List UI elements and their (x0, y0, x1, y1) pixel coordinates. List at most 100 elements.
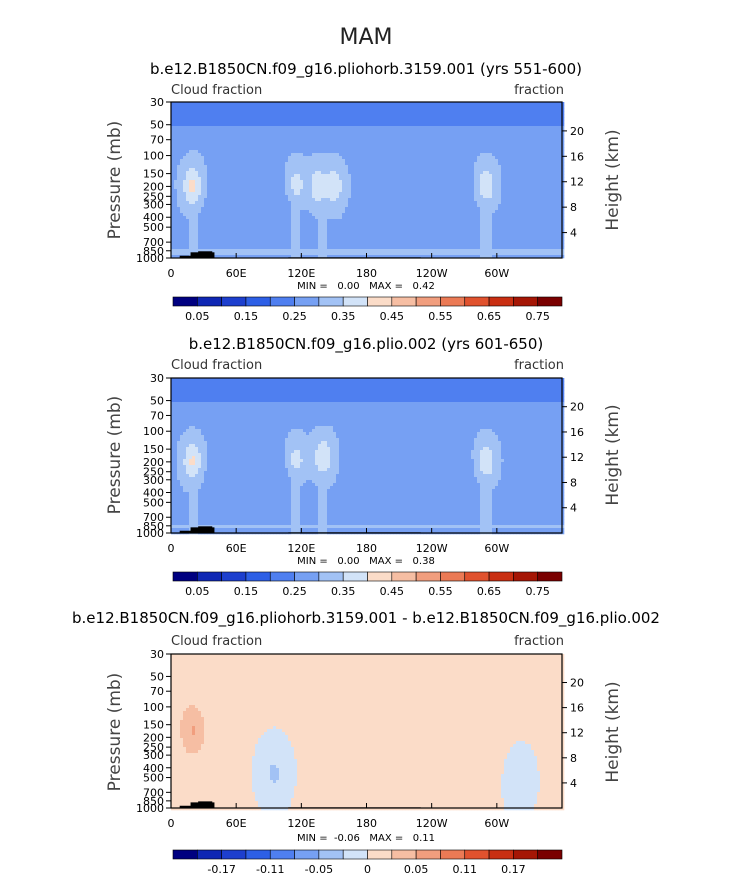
contour-cell (234, 168, 237, 171)
contour-cell (453, 201, 456, 204)
contour-cell (357, 156, 360, 159)
contour-cell (177, 162, 180, 165)
contour-cell (501, 114, 504, 117)
contour-cell (411, 183, 414, 186)
contour-cell (192, 210, 195, 213)
contour-cell (327, 105, 330, 108)
contour-cell (531, 174, 534, 177)
contour-cell (396, 108, 399, 111)
contour-cell (552, 204, 555, 207)
contour-cell (474, 210, 477, 213)
contour-cell (303, 114, 306, 117)
contour-cell (522, 186, 525, 189)
contour-cell (174, 132, 177, 135)
contour-cell (522, 207, 525, 210)
contour-cell (525, 108, 528, 111)
contour-cell (489, 165, 492, 168)
contour-cell (228, 198, 231, 201)
contour-cell (255, 129, 258, 132)
contour-cell (474, 135, 477, 138)
contour-cell (177, 186, 180, 189)
contour-cell (435, 108, 438, 111)
contour-cell (324, 171, 327, 174)
contour-cell (393, 186, 396, 189)
contour-cell (483, 198, 486, 201)
contour-cell (363, 150, 366, 153)
contour-cell (378, 177, 381, 180)
contour-cell (321, 195, 324, 198)
contour-cell (423, 141, 426, 144)
contour-cell (411, 213, 414, 216)
contour-cell (375, 210, 378, 213)
contour-cell (285, 180, 288, 183)
contour-cell (540, 174, 543, 177)
contour-cell (327, 183, 330, 186)
contour-cell (555, 177, 558, 180)
contour-cell (507, 132, 510, 135)
contour-cell (306, 189, 309, 192)
contour-cell (375, 132, 378, 135)
contour-cell (558, 174, 561, 177)
contour-cell (279, 183, 282, 186)
contour-cell (261, 201, 264, 204)
contour-cell (213, 195, 216, 198)
contour-cell (282, 108, 285, 111)
contour-cell (558, 168, 561, 171)
contour-cell (357, 174, 360, 177)
contour-cell (477, 171, 480, 174)
contour-cell (474, 213, 477, 216)
contour-cell (393, 183, 396, 186)
contour-cell (369, 117, 372, 120)
contour-cell (222, 120, 225, 123)
contour-cell (294, 192, 297, 195)
contour-cell (378, 201, 381, 204)
contour-cell (426, 180, 429, 183)
contour-cell (459, 105, 462, 108)
contour-cell (435, 171, 438, 174)
contour-cell (420, 123, 423, 126)
contour-cell (192, 126, 195, 129)
contour-cell (321, 114, 324, 117)
contour-cell (351, 138, 354, 141)
contour-cell (354, 117, 357, 120)
contour-cell (516, 153, 519, 156)
contour-cell (435, 165, 438, 168)
contour-cell (192, 108, 195, 111)
contour-cell (507, 135, 510, 138)
contour-cell (405, 186, 408, 189)
contour-cell (297, 210, 300, 213)
contour-cell (363, 186, 366, 189)
contour-cell (246, 189, 249, 192)
contour-cell (234, 117, 237, 120)
contour-cell (426, 171, 429, 174)
contour-cell (549, 120, 552, 123)
contour-cell (525, 156, 528, 159)
contour-cell (345, 168, 348, 171)
contour-cell (387, 189, 390, 192)
contour-cell (318, 198, 321, 201)
contour-cell (231, 156, 234, 159)
contour-cell (381, 147, 384, 150)
contour-cell (186, 210, 189, 213)
contour-cell (216, 141, 219, 144)
contour-cell (366, 210, 369, 213)
contour-cell (375, 126, 378, 129)
contour-cell (426, 117, 429, 120)
contour-cell (462, 183, 465, 186)
contour-cell (531, 147, 534, 150)
contour-cell (300, 192, 303, 195)
contour-cell (363, 114, 366, 117)
contour-cell (510, 132, 513, 135)
contour-cell (198, 138, 201, 141)
contour-cell (531, 183, 534, 186)
contour-cell (396, 132, 399, 135)
contour-cell (246, 207, 249, 210)
contour-cell (516, 162, 519, 165)
contour-cell (219, 207, 222, 210)
contour-cell (204, 123, 207, 126)
contour-cell (174, 141, 177, 144)
contour-cell (339, 168, 342, 171)
contour-cell (525, 174, 528, 177)
contour-cell (366, 213, 369, 216)
contour-cell (507, 171, 510, 174)
